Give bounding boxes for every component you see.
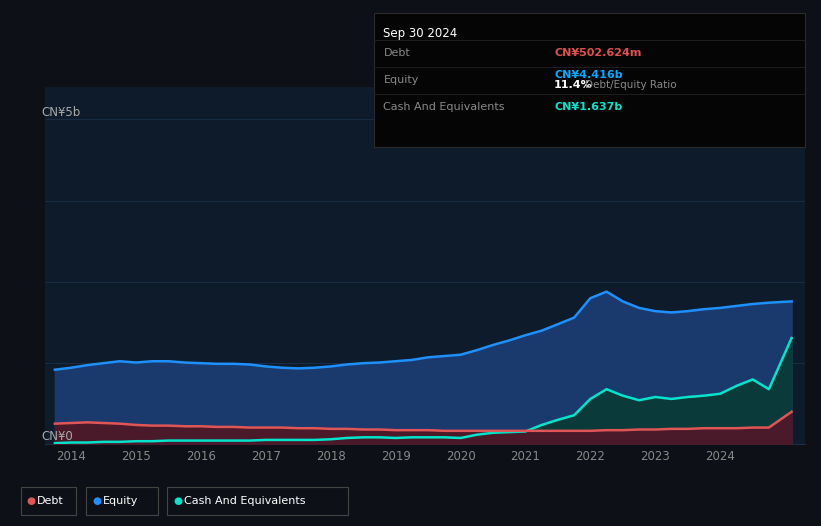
Text: ●: ●: [173, 495, 182, 506]
Text: CN¥4.416b: CN¥4.416b: [554, 70, 623, 80]
Text: Equity: Equity: [103, 495, 138, 506]
Text: Equity: Equity: [383, 75, 419, 85]
Text: Sep 30 2024: Sep 30 2024: [383, 27, 457, 40]
Text: CN¥0: CN¥0: [41, 430, 73, 443]
Text: ●: ●: [92, 495, 101, 506]
Text: CN¥502.624m: CN¥502.624m: [554, 48, 641, 58]
Text: Debt: Debt: [383, 48, 410, 58]
Text: 11.4%: 11.4%: [554, 80, 593, 90]
Text: CN¥1.637b: CN¥1.637b: [554, 102, 622, 112]
Text: Debt/Equity Ratio: Debt/Equity Ratio: [585, 80, 677, 90]
Text: Debt: Debt: [37, 495, 64, 506]
Text: ●: ●: [26, 495, 35, 506]
Text: Cash And Equivalents: Cash And Equivalents: [184, 495, 305, 506]
Text: CN¥5b: CN¥5b: [41, 106, 80, 119]
Text: Cash And Equivalents: Cash And Equivalents: [383, 102, 505, 112]
